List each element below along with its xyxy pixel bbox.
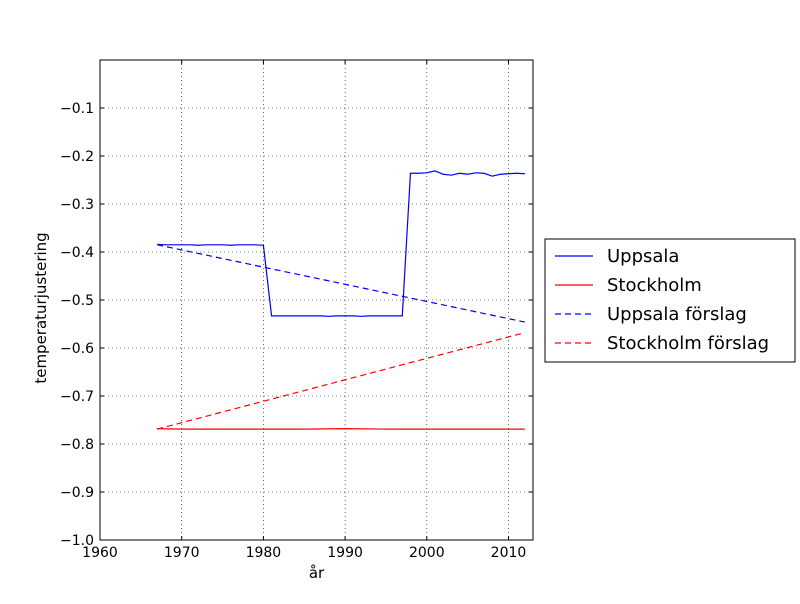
x-axis-label: år <box>309 564 325 582</box>
grid <box>100 60 533 540</box>
y-tick-label: −0.5 <box>60 293 94 309</box>
y-tick-label: −0.9 <box>60 485 94 501</box>
x-tick-label: 1990 <box>327 545 363 561</box>
y-tick-label: −1.0 <box>60 533 94 549</box>
x-tick-label: 2010 <box>491 545 527 561</box>
legend-entry: Uppsala <box>607 246 679 267</box>
series-line-1 <box>157 171 525 316</box>
y-tick-label: −0.1 <box>60 101 94 117</box>
x-tick-label: 1970 <box>164 545 200 561</box>
y-tick-label: −0.2 <box>60 149 94 165</box>
legend: Uppsala Stockholm Uppsala förslag Stockholm… <box>545 239 795 362</box>
legend-entry: Stockholm förslag <box>607 333 769 354</box>
legend-entry: Uppsala förslag <box>607 304 747 325</box>
y-tick-label: −0.8 <box>60 437 94 453</box>
x-tick-label: 2000 <box>409 545 445 561</box>
series-line-3 <box>157 245 525 322</box>
y-tick-label: −0.6 <box>60 341 94 357</box>
legend-entry: Stockholm <box>607 275 702 296</box>
series-line-4 <box>157 333 525 429</box>
y-tick-label: −0.7 <box>60 389 94 405</box>
y-tick-label: −0.3 <box>60 197 94 213</box>
y-axis-label: temperaturjustering <box>32 232 50 383</box>
x-tick-label: 1980 <box>246 545 282 561</box>
y-tick-label: −0.4 <box>60 245 94 261</box>
